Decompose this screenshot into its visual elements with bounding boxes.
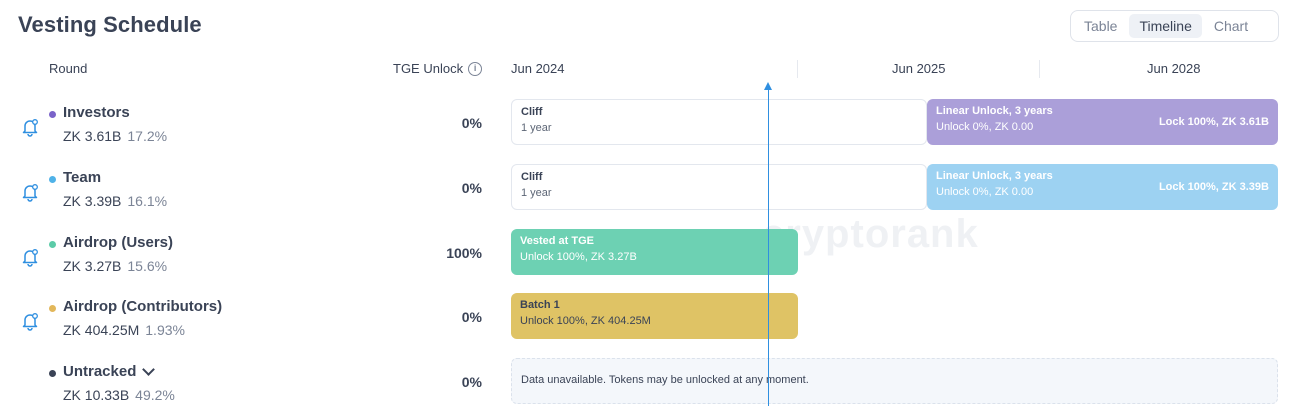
info-icon[interactable]: i: [468, 61, 483, 76]
round-name-label: Airdrop (Users): [63, 234, 174, 251]
round-color-dot: [49, 241, 56, 248]
timeline-header-jun-2024: Jun 2024: [511, 61, 565, 76]
round-amount: ZK 10.33B: [63, 387, 130, 403]
round-amount: ZK 3.27B: [63, 258, 122, 274]
round-color-dot: [49, 370, 56, 377]
round-name[interactable]: Team: [63, 169, 101, 186]
batch-unlock-bar[interactable]: Batch 1 Unlock 100%, ZK 404.25M: [511, 293, 798, 339]
view-toggle: Table Timeline Chart: [1070, 10, 1279, 42]
bell-icon[interactable]: [20, 311, 40, 331]
bar-subtitle: Unlock 0%, ZK 0.00: [936, 186, 1034, 198]
round-allocation: ZK 10.33B 49.2%: [63, 387, 175, 403]
page-title: Vesting Schedule: [18, 12, 202, 37]
tge-unlock-value: 100%: [446, 245, 482, 261]
cliff-bar[interactable]: Cliff 1 year: [511, 99, 927, 145]
column-header-round: Round: [49, 61, 88, 76]
round-share: 49.2%: [135, 387, 175, 403]
linear-unlock-bar[interactable]: Linear Unlock, 3 years Unlock 0%, ZK 0.0…: [927, 164, 1278, 210]
round-color-dot: [49, 305, 56, 312]
round-row-investors: Investors ZK 3.61B 17.2% 0% Cliff 1 year …: [0, 99, 1303, 161]
round-share: 15.6%: [127, 258, 168, 274]
round-name[interactable]: Airdrop (Users): [63, 234, 173, 251]
bar-subtitle: 1 year: [521, 187, 552, 199]
today-marker-arrow-icon: [764, 82, 772, 90]
round-amount: ZK 3.61B: [63, 128, 122, 144]
round-allocation: ZK 3.61B 17.2%: [63, 128, 167, 144]
vested-at-tge-bar[interactable]: Vested at TGE Unlock 100%, ZK 3.27B: [511, 229, 798, 275]
data-unavailable-bar: Data unavailable. Tokens may be unlocked…: [511, 358, 1278, 404]
round-row-airdrop-contributors: Airdrop (Contributors) ZK 404.25M 1.93% 0…: [0, 293, 1303, 355]
today-marker-line: [768, 88, 769, 406]
bar-title: Data unavailable. Tokens may be unlocked…: [521, 374, 809, 386]
bar-subtitle: Unlock 0%, ZK 0.00: [936, 121, 1034, 133]
column-header-tge: TGE Unlock i: [393, 61, 483, 76]
timeline-divider: [1039, 60, 1040, 78]
round-name-label: Untracked: [63, 363, 137, 380]
tge-unlock-value: 0%: [461, 115, 482, 131]
bar-title: Linear Unlock, 3 years: [936, 105, 1053, 117]
bar-lock-info: Lock 100%, ZK 3.39B: [1158, 181, 1269, 193]
bar-subtitle: 1 year: [521, 122, 552, 134]
round-name[interactable]: Investors: [63, 104, 130, 121]
tge-unlock-value: 0%: [461, 309, 482, 325]
round-amount: ZK 3.39B: [63, 193, 122, 209]
bar-lock-info: Lock 100%, ZK 3.61B: [1158, 116, 1269, 128]
column-header-tge-label: TGE Unlock: [393, 61, 464, 76]
round-amount: ZK 404.25M: [63, 322, 140, 338]
bar-subtitle: Unlock 100%, ZK 404.25M: [520, 315, 651, 327]
timeline-header-jun-2025: Jun 2025: [892, 61, 946, 76]
bell-icon[interactable]: [20, 247, 40, 267]
bar-title: Batch 1: [520, 299, 560, 311]
round-name-label: Team: [63, 169, 102, 186]
round-allocation: ZK 3.39B 16.1%: [63, 193, 167, 209]
bar-title: Cliff: [521, 106, 543, 118]
cliff-bar[interactable]: Cliff 1 year: [511, 164, 927, 210]
round-share: 17.2%: [127, 128, 168, 144]
round-name-label: Investors: [63, 104, 130, 121]
tge-unlock-value: 0%: [461, 374, 482, 390]
round-color-dot: [49, 176, 56, 183]
round-name-label: Airdrop (Contributors): [63, 298, 223, 315]
tab-chart[interactable]: Chart: [1213, 18, 1249, 34]
bell-icon[interactable]: [20, 117, 40, 137]
tab-table[interactable]: Table: [1084, 18, 1118, 34]
round-allocation: ZK 404.25M 1.93%: [63, 322, 185, 338]
tge-unlock-value: 0%: [461, 180, 482, 196]
timeline-divider: [797, 60, 798, 78]
bar-subtitle: Unlock 100%, ZK 3.27B: [520, 251, 637, 263]
tab-timeline[interactable]: Timeline: [1129, 14, 1202, 38]
round-share: 16.1%: [127, 193, 168, 209]
round-color-dot: [49, 111, 56, 118]
round-allocation: ZK 3.27B 15.6%: [63, 258, 167, 274]
chevron-down-icon[interactable]: [142, 363, 156, 376]
round-row-untracked: Untracked ZK 10.33B 49.2% 0% Data unavail…: [0, 358, 1303, 420]
bell-icon[interactable]: [20, 182, 40, 202]
bar-title: Vested at TGE: [520, 235, 594, 247]
round-row-team: Team ZK 3.39B 16.1% 0% Cliff 1 year Linea…: [0, 164, 1303, 226]
linear-unlock-bar[interactable]: Linear Unlock, 3 years Unlock 0%, ZK 0.0…: [927, 99, 1278, 145]
round-row-airdrop-users: Airdrop (Users) ZK 3.27B 15.6% 100% Veste…: [0, 229, 1303, 291]
round-name[interactable]: Untracked: [63, 363, 156, 380]
round-share: 1.93%: [145, 322, 185, 338]
bar-title: Cliff: [521, 171, 543, 183]
round-name[interactable]: Airdrop (Contributors): [63, 298, 222, 315]
timeline-header-jun-2028: Jun 2028: [1147, 61, 1201, 76]
bar-title: Linear Unlock, 3 years: [936, 170, 1053, 182]
